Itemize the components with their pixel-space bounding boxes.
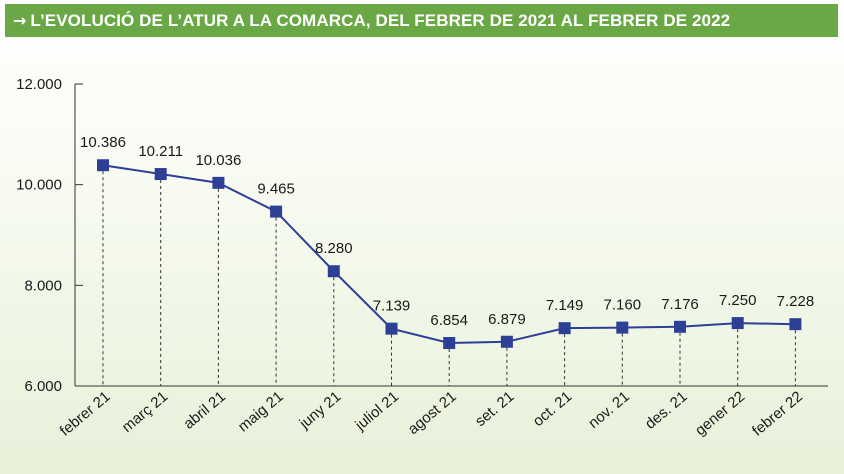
data-point-marker [789,318,802,331]
data-point-marker [385,322,398,335]
x-tick-label: juny 21 [296,388,345,433]
x-tick-label: febrer 21 [57,388,114,440]
data-label: 7.250 [719,292,757,309]
data-point-marker [154,168,167,181]
data-label: 7.149 [546,297,584,314]
data-point-marker [212,176,225,189]
data-point-marker [500,335,513,348]
data-point-marker [731,317,744,330]
x-tick-label: gener 22 [692,388,748,439]
chart-title: L’EVOLUCIÓ DE L’ATUR A LA COMARCA, DEL F… [30,10,731,30]
y-tick-label: 10.000 [16,177,62,194]
data-point-marker [327,265,340,278]
data-label: 7.228 [777,293,815,310]
data-point-marker [443,337,456,350]
x-tick-label: març 21 [119,388,171,436]
data-label: 8.280 [315,240,353,257]
arrow-right-icon: → [13,11,27,30]
data-point-marker [270,205,283,218]
y-tick-label: 6.000 [24,378,62,395]
x-tick-label: febrer 22 [749,388,806,440]
data-label: 9.465 [257,181,295,198]
x-tick-label: set. 21 [472,388,517,430]
x-tick-label: abril 21 [180,388,229,433]
y-tick-label: 12.000 [16,76,62,93]
x-tick-label: juliol 21 [351,388,402,434]
data-label: 6.879 [488,311,526,328]
data-label: 7.139 [373,298,411,315]
data-label: 7.160 [604,297,642,314]
x-tick-label: des. 21 [642,388,691,433]
data-point-marker [97,159,109,172]
data-label: 10.211 [138,143,183,160]
title-bar: → L’EVOLUCIÓ DE L’ATUR A LA COMARCA, DEL… [5,4,838,37]
x-tick-label: nov. 21 [585,388,633,432]
x-tick-label: agost 21 [405,388,460,438]
data-label: 10.036 [195,152,241,169]
x-tick-label: oct. 21 [530,388,575,430]
data-label: 7.176 [661,296,699,313]
y-tick-label: 8.000 [24,277,62,294]
data-point-marker [674,320,686,333]
data-point-marker [616,321,629,334]
data-point-marker [558,322,571,335]
data-label: 10.386 [80,134,126,151]
data-label: 6.854 [430,312,468,329]
x-tick-label: maig 21 [235,388,287,435]
